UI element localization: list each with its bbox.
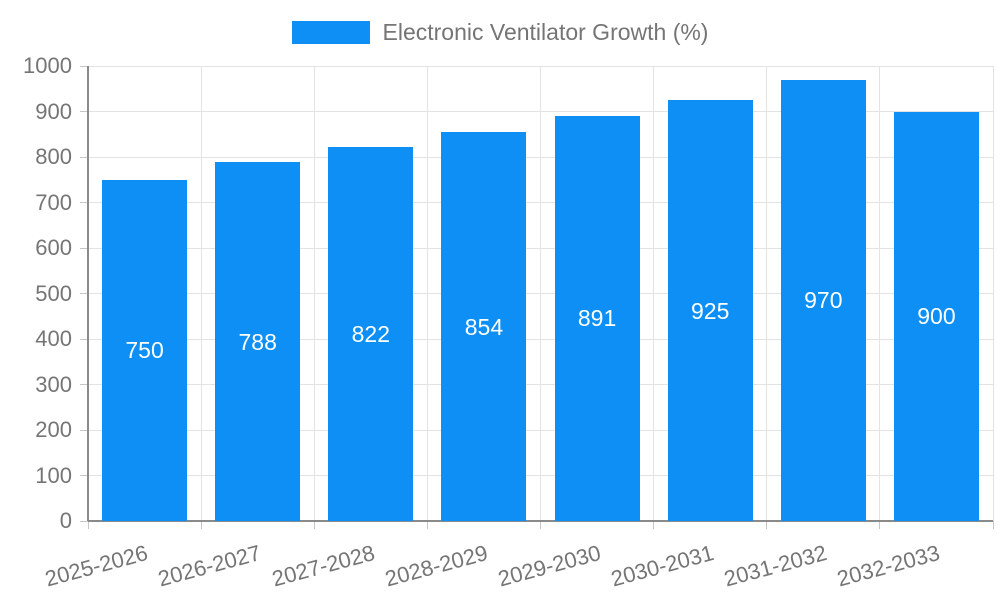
bar-2025-2026[interactable] xyxy=(102,179,188,521)
y-tick xyxy=(80,65,88,67)
x-tick xyxy=(200,521,202,529)
x-tick xyxy=(653,521,655,529)
y-axis-label: 500 xyxy=(35,280,72,306)
bar-value-label: 854 xyxy=(464,313,504,340)
bar-value-label: 750 xyxy=(125,337,164,364)
gridline-vertical xyxy=(313,66,315,521)
y-tick xyxy=(80,338,88,340)
y-tick xyxy=(80,520,88,522)
gridline-vertical xyxy=(653,66,655,521)
y-axis-label: 400 xyxy=(35,326,72,351)
legend-label: Electronic Ventilator Growth (%) xyxy=(382,19,709,45)
y-tick xyxy=(80,384,88,385)
y-tick xyxy=(80,429,88,431)
y-axis-label: 200 xyxy=(35,417,72,442)
y-axis-label: 300 xyxy=(35,371,72,397)
bar-2030-2031[interactable] xyxy=(667,100,753,521)
x-axis-label: 2026-2027 xyxy=(155,540,264,592)
x-tick xyxy=(540,521,541,529)
gridline-vertical xyxy=(200,66,202,521)
bar-value-label: 925 xyxy=(691,297,730,324)
bar-value-label: 788 xyxy=(238,328,277,355)
bar-2031-2032[interactable] xyxy=(780,79,866,521)
y-tick xyxy=(80,475,88,476)
bar-value-label: 970 xyxy=(804,287,843,314)
y-axis-label: 100 xyxy=(35,462,72,488)
y-axis-line xyxy=(87,66,89,521)
x-tick xyxy=(426,521,428,529)
y-axis-label: 600 xyxy=(35,235,72,260)
x-axis-label: 2025-2026 xyxy=(42,540,151,592)
y-axis-label: 800 xyxy=(35,144,72,169)
gridline-vertical xyxy=(992,66,994,521)
bar-value-label: 891 xyxy=(577,305,617,332)
y-axis-label: 700 xyxy=(35,189,72,215)
x-axis-label: 2030-2031 xyxy=(608,540,717,592)
gridline-vertical xyxy=(540,66,541,521)
y-axis-label: 900 xyxy=(35,98,72,124)
gridline-vertical xyxy=(766,66,768,521)
x-tick xyxy=(313,521,315,529)
bar-2026-2027[interactable] xyxy=(215,162,301,521)
x-axis-label: 2028-2029 xyxy=(382,540,491,592)
x-tick xyxy=(766,521,768,529)
x-tick xyxy=(992,521,994,529)
y-axis-label: 0 xyxy=(59,508,72,533)
x-axis-label: 2029-2030 xyxy=(495,540,604,592)
bar-2027-2028[interactable] xyxy=(328,146,414,521)
gridline-vertical xyxy=(879,66,881,521)
y-tick xyxy=(80,202,88,203)
bar-2029-2030[interactable] xyxy=(554,115,640,521)
x-axis-label: 2027-2028 xyxy=(268,540,378,592)
y-tick xyxy=(80,293,88,294)
x-tick xyxy=(879,521,881,529)
gridline-vertical xyxy=(426,66,428,521)
x-axis-label: 2032-2033 xyxy=(834,540,943,592)
legend-item[interactable]: Electronic Ventilator Growth (%) xyxy=(0,19,1000,46)
y-tick xyxy=(80,156,88,158)
y-tick xyxy=(80,247,88,249)
x-axis-label: 2031-2032 xyxy=(721,540,830,592)
y-tick xyxy=(80,111,88,112)
bar-2032-2033[interactable] xyxy=(893,111,979,521)
bar-2028-2029[interactable] xyxy=(441,132,527,521)
x-axis-line xyxy=(88,520,993,522)
bar-value-label: 900 xyxy=(917,303,956,330)
bar-value-label: 822 xyxy=(351,320,390,347)
legend-swatch xyxy=(291,21,370,44)
y-axis-label: 1000 xyxy=(23,53,72,78)
x-tick xyxy=(87,521,89,529)
